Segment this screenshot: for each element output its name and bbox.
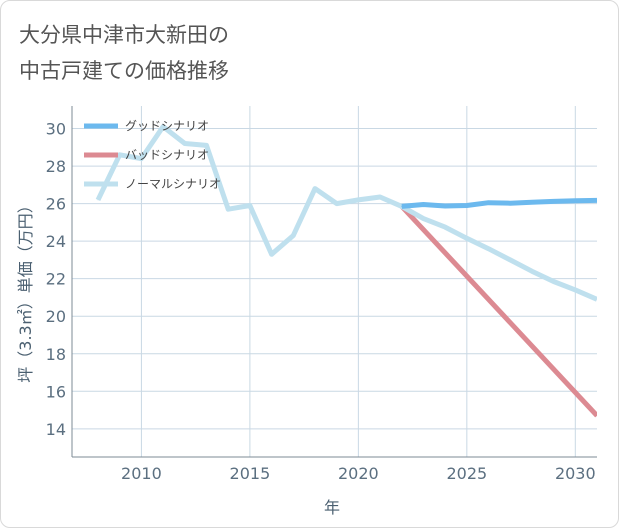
x-tick-label: 2010 [121, 464, 162, 483]
x-axis-label: 年 [324, 498, 340, 517]
legend-label-good: グッドシナリオ [125, 119, 209, 133]
x-tick-label: 2025 [446, 464, 487, 483]
series-line-good [401, 197, 597, 209]
data-point-normal [119, 154, 121, 156]
data-point-bad [596, 415, 597, 417]
data-point-normal [97, 199, 99, 201]
chart-title-line-2: 中古戸建ての価格推移 [19, 59, 229, 83]
data-point-good [553, 200, 555, 202]
chart-title: 大分県中津市大新田の 中古戸建ての価格推移 [19, 17, 229, 89]
data-point-normal [336, 203, 338, 205]
y-tick-label: 24 [46, 232, 66, 251]
y-axis-label: 坪（3.3㎡）単価（万円） [16, 197, 35, 382]
data-point-normal [184, 143, 186, 144]
data-point-good [488, 202, 489, 204]
legend-label-normal: ノーマルシナリオ [125, 177, 221, 191]
y-tick-label: 22 [46, 270, 66, 289]
data-point-good [531, 201, 533, 203]
data-point-normal [249, 205, 251, 206]
data-point-good [466, 205, 468, 206]
data-point-normal [596, 298, 597, 300]
series-line-normal [95, 124, 597, 302]
series-lines [95, 124, 597, 418]
data-point-normal [574, 289, 576, 291]
y-tick-label: 28 [46, 157, 66, 176]
y-tick-label: 30 [46, 120, 66, 139]
data-point-normal [488, 248, 489, 250]
data-point-good [509, 202, 511, 204]
data-point-normal [466, 237, 468, 239]
tick-labels: 2010 2015 2020 2025 2030 14 16 18 20 22 24 26 28 30 [46, 120, 596, 483]
y-tick-label: 14 [46, 420, 66, 439]
data-point-normal [292, 235, 294, 236]
data-point-normal [553, 281, 555, 282]
data-point-normal [227, 208, 229, 210]
series-line-bad [399, 204, 597, 418]
data-point-normal [140, 158, 142, 160]
legend-label-bad: バッドシナリオ [125, 148, 209, 162]
y-tick-label: 18 [46, 345, 66, 364]
x-tick-label: 2020 [338, 464, 379, 483]
chart-title-line-1: 大分県中津市大新田の [19, 23, 229, 47]
data-point-normal [314, 188, 316, 190]
data-point-normal [271, 253, 273, 255]
x-tick-label: 2030 [555, 464, 596, 483]
axes [71, 106, 597, 458]
data-point-good [401, 205, 403, 207]
y-tick-label: 20 [46, 307, 66, 326]
data-point-normal [444, 226, 446, 228]
data-point-normal [422, 218, 424, 220]
data-point-good [596, 199, 597, 201]
data-point-good [444, 205, 446, 207]
y-tick-label: 26 [46, 195, 66, 214]
data-point-normal [379, 196, 381, 198]
y-tick-label: 16 [46, 382, 66, 401]
data-point-normal [357, 199, 359, 201]
x-tick-label: 2015 [230, 464, 271, 483]
data-point-normal [509, 259, 511, 261]
data-point-normal [206, 144, 207, 146]
data-point-normal [162, 126, 164, 128]
data-point-good [422, 204, 424, 205]
data-point-normal [531, 270, 533, 272]
data-point-good [574, 200, 576, 202]
